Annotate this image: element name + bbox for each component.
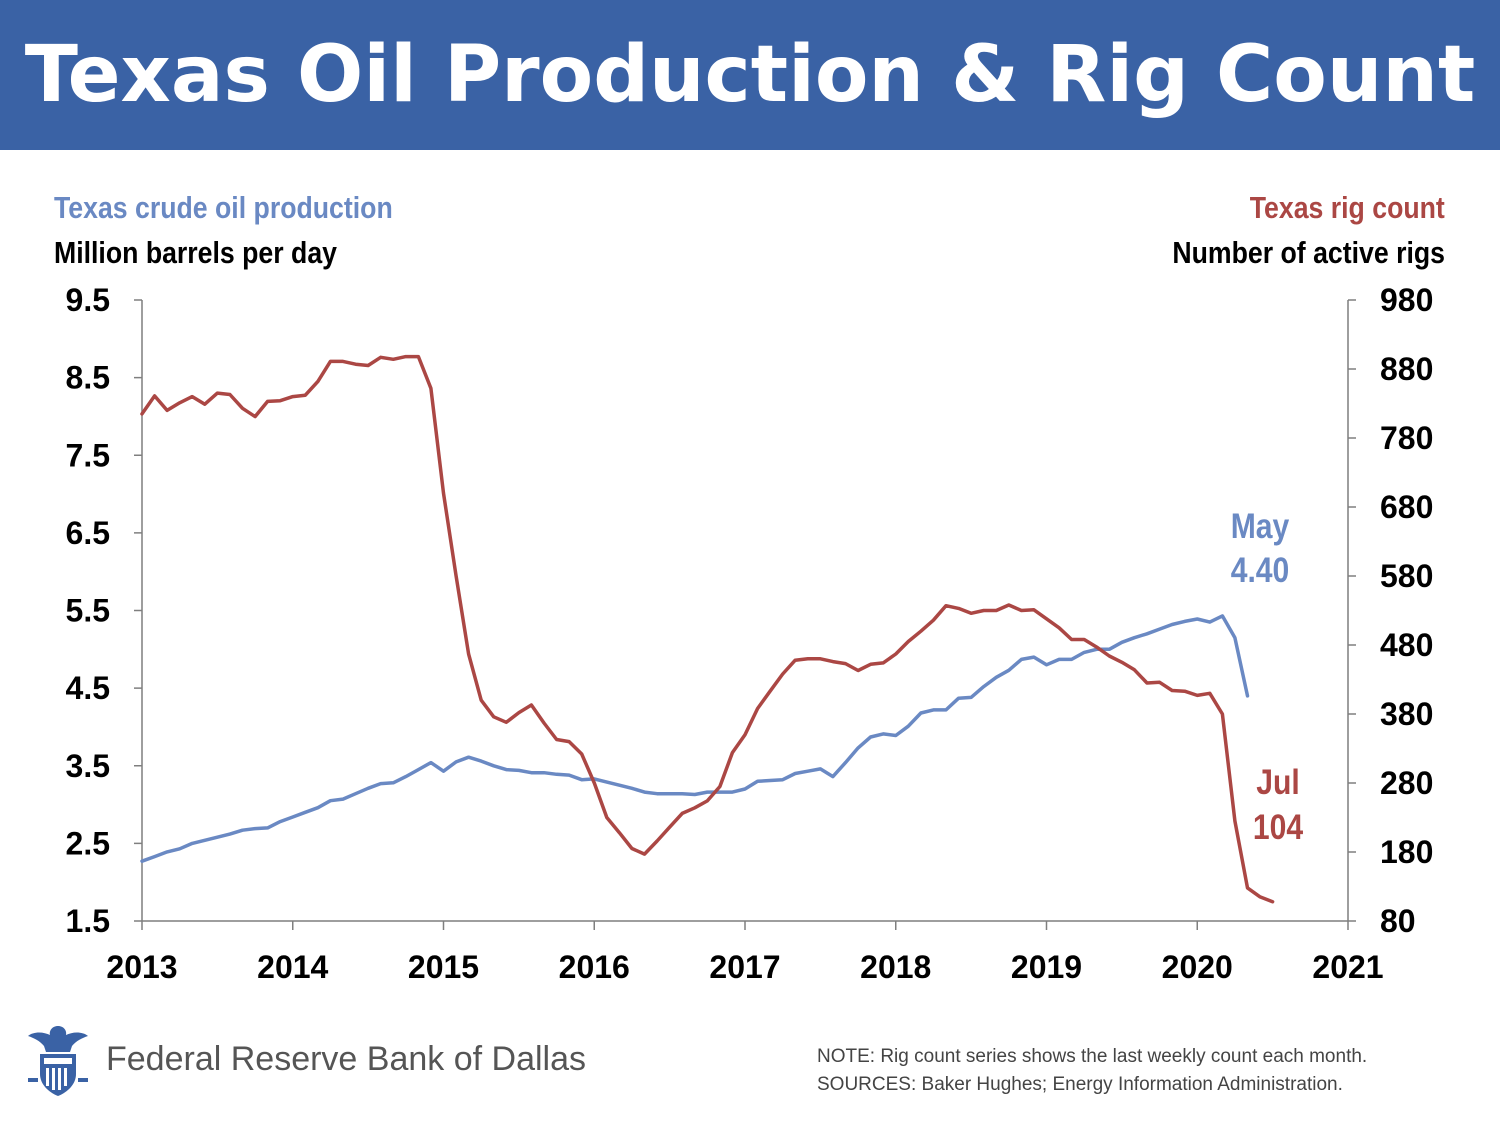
left-tick-label: 7.5 — [66, 437, 110, 473]
series — [140, 354, 1275, 904]
rig-end-label-month: Jul — [1256, 762, 1299, 802]
right-tick-label: 280 — [1380, 765, 1433, 801]
x-tick-label: 2016 — [559, 949, 630, 985]
page-title: Texas Oil Production & Rig Count — [24, 30, 1476, 120]
right-tick-label: 880 — [1380, 351, 1433, 387]
x-tick-label: 2017 — [709, 949, 780, 985]
left-tick-label: 2.5 — [66, 825, 110, 861]
left-tick-label: 6.5 — [66, 515, 110, 551]
x-tick-label: 2018 — [860, 949, 931, 985]
left-axis-unit: Million barrels per day — [54, 235, 337, 270]
left-tick-label: 3.5 — [66, 748, 110, 784]
left-tick-label: 5.5 — [66, 593, 110, 629]
right-tick-label: 380 — [1380, 696, 1433, 732]
title-banner: Texas Oil Production & Rig Count — [0, 0, 1500, 150]
x-tick-label: 2014 — [257, 949, 328, 985]
annotations: May 4.40 Jul 104 — [1231, 506, 1303, 847]
right-tick-label: 780 — [1380, 420, 1433, 456]
note-line: NOTE: Rig count series shows the last we… — [817, 1046, 1368, 1067]
x-tick-label: 2019 — [1011, 949, 1082, 985]
right-tick-label: 680 — [1380, 489, 1433, 525]
source-note: NOTE: Rig count series shows the last we… — [817, 1043, 1367, 1099]
right-tick-label: 80 — [1380, 903, 1416, 939]
production-end-label-value: 4.40 — [1231, 550, 1290, 590]
rig-count-series-line — [140, 354, 1275, 904]
left-tick-label: 9.5 — [66, 282, 110, 318]
organization-name: Federal Reserve Bank of Dallas — [106, 1040, 587, 1078]
right-axis-title: Texas rig count — [1249, 190, 1445, 225]
right-tick-label: 580 — [1380, 558, 1433, 594]
x-tick-label: 2020 — [1162, 949, 1233, 985]
x-tick-label: 2013 — [106, 949, 177, 985]
right-tick-label: 480 — [1380, 627, 1433, 663]
right-tick-label: 180 — [1380, 834, 1433, 870]
right-axis-unit: Number of active rigs — [1172, 235, 1445, 270]
rig-end-label-value: 104 — [1253, 807, 1303, 847]
x-tick-label: 2021 — [1312, 949, 1383, 985]
left-tick-label: 1.5 — [66, 903, 110, 939]
left-tick-label: 8.5 — [66, 360, 110, 396]
federal-reserve-seal-logo — [24, 1022, 92, 1103]
x-tick-label: 2015 — [408, 949, 479, 985]
left-axis-title: Texas crude oil production — [54, 190, 393, 225]
left-tick-label: 4.5 — [66, 670, 110, 706]
right-tick-label: 980 — [1380, 282, 1433, 318]
axes: 9.5 8.5 7.5 6.5 5.5 4.5 3.5 2.5 1.5 980 880 780 680 5… — [66, 282, 1434, 985]
production-end-label-month: May — [1231, 506, 1290, 546]
production-series-line — [140, 614, 1250, 863]
sources-line: SOURCES: Baker Hughes; Energy Informatio… — [817, 1074, 1343, 1095]
